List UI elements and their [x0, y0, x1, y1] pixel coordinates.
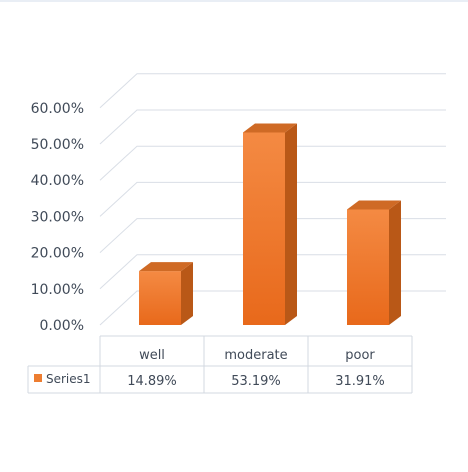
data-label: 53.19% [231, 374, 281, 389]
bar [139, 262, 193, 325]
y-tick-label: 20.00% [31, 246, 84, 262]
gridline [99, 73, 446, 109]
gridline [99, 254, 446, 290]
data-label: 31.91% [335, 374, 385, 389]
top-border [0, 0, 468, 2]
data-table: well 14.89% moderate 53.19% poor 31.91% Series… [27, 335, 413, 394]
category-label: moderate [224, 348, 287, 363]
y-tick-label: 30.00% [31, 209, 84, 225]
category-label: well [139, 348, 165, 363]
y-tick-label: 10.00% [31, 282, 84, 298]
y-tick-label: 0.00% [40, 318, 84, 334]
y-tick-label: 60.00% [31, 101, 84, 117]
y-tick-label: 40.00% [31, 173, 84, 189]
legend-label: Series1 [46, 372, 91, 386]
y-tick-label: 50.00% [31, 137, 84, 153]
bar-top [139, 262, 193, 272]
bar-side [285, 123, 297, 325]
gridline [99, 218, 446, 253]
bar-top [243, 123, 297, 133]
grid [99, 73, 446, 326]
bar-top [347, 200, 401, 210]
bar-front [243, 132, 285, 325]
bar [243, 123, 297, 325]
legend-swatch [34, 374, 42, 382]
gridline [99, 145, 446, 181]
data-label: 14.89% [127, 374, 177, 389]
bar-side [181, 262, 193, 325]
gridline [99, 290, 446, 326]
bar-front [139, 271, 181, 325]
bar-front [347, 209, 389, 325]
gridline [99, 109, 446, 145]
gridline [99, 181, 446, 217]
bars [139, 123, 401, 325]
category-label: poor [345, 348, 375, 363]
y-axis: 0.00% 10.00% 20.00% 30.00% 40.00% 50.00% 60.00… [31, 101, 84, 334]
bar-side [389, 200, 401, 325]
bar [347, 200, 401, 325]
